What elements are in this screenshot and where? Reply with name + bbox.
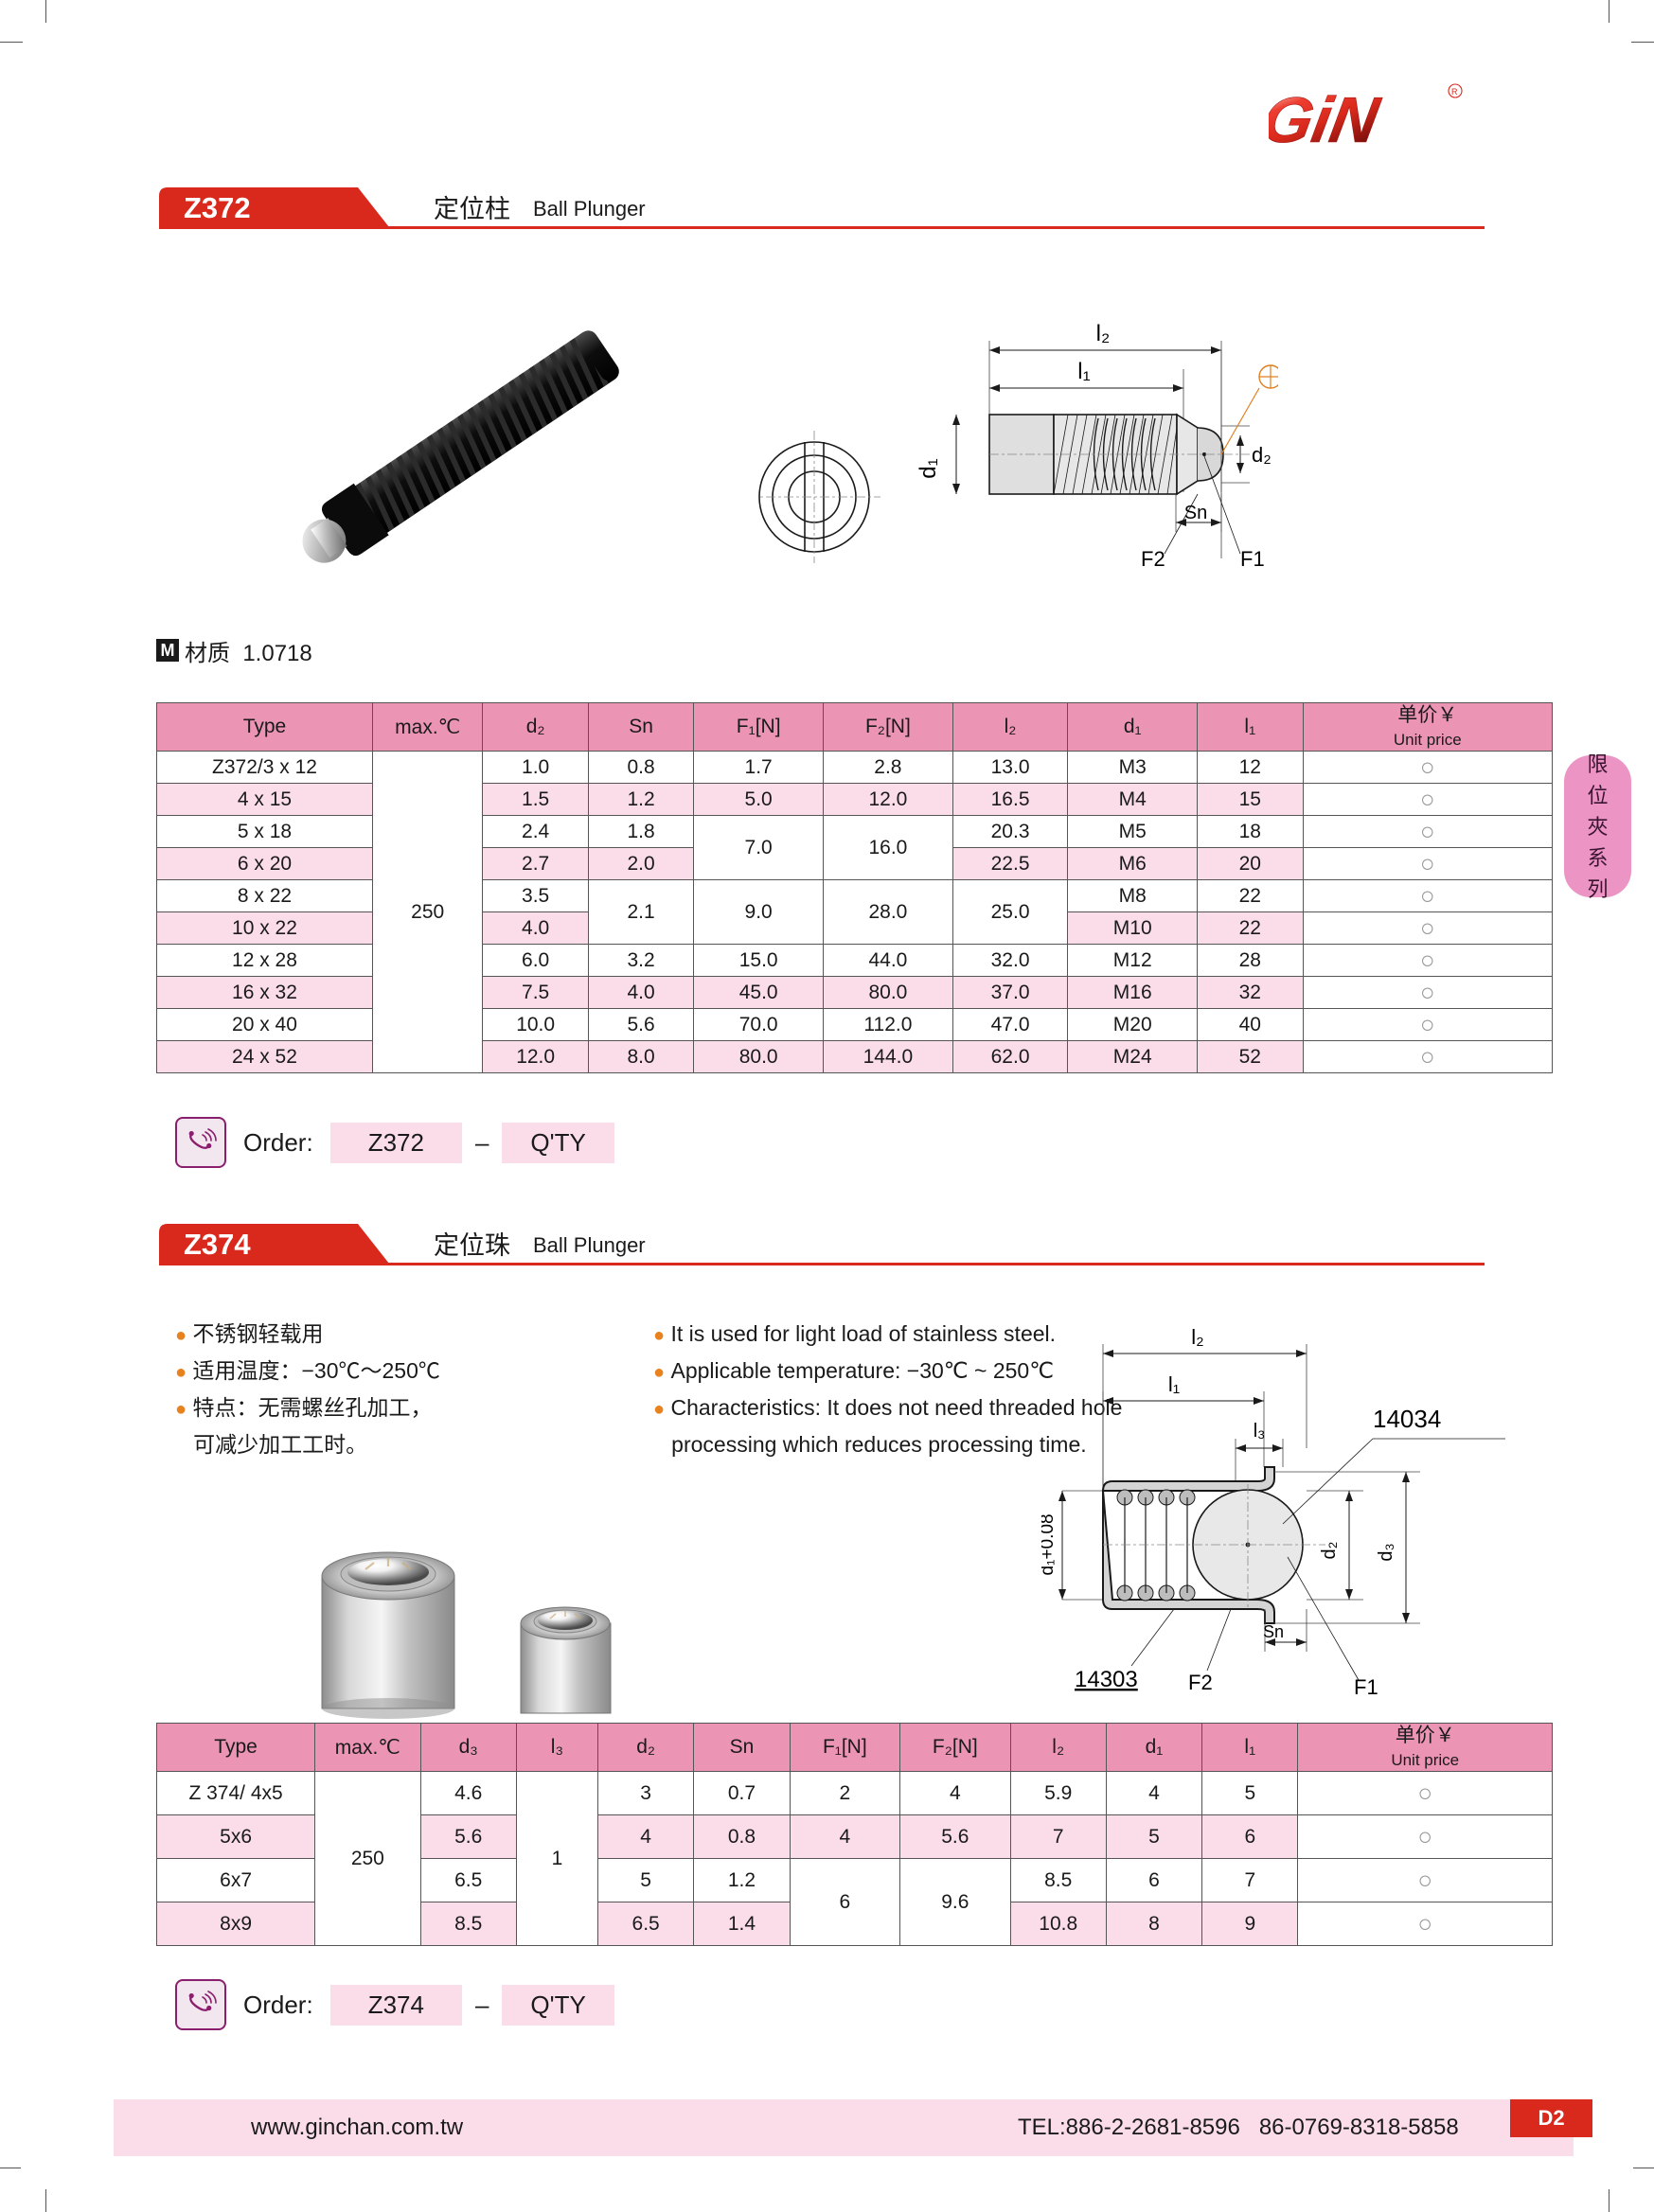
svg-text:GiN: GiN: [1269, 83, 1385, 155]
svg-text:定位珠: 定位珠: [434, 1231, 510, 1260]
svg-text:R: R: [1451, 87, 1458, 97]
svg-text:d₁+0.08: d₁+0.08: [1041, 1513, 1058, 1575]
svg-text:F2: F2: [1188, 1671, 1213, 1694]
svg-text:F1: F1: [1354, 1675, 1378, 1699]
svg-text:l₁: l₁: [1077, 359, 1090, 384]
svg-text:d₁: d₁: [916, 458, 941, 478]
svg-text:l₁: l₁: [1168, 1372, 1180, 1396]
svg-text:Z374: Z374: [184, 1228, 251, 1261]
svg-text:d₃: d₃: [1376, 1543, 1396, 1561]
svg-text:定位柱: 定位柱: [434, 195, 510, 223]
svg-text:l₂: l₂: [1191, 1325, 1203, 1349]
svg-text:F1: F1: [1240, 547, 1265, 571]
svg-text:14034: 14034: [1373, 1405, 1441, 1433]
svg-text:Sn: Sn: [1184, 503, 1207, 523]
svg-text:14303: 14303: [1075, 1667, 1138, 1692]
svg-text:l₂: l₂: [1096, 321, 1111, 346]
svg-text:d₂: d₂: [1252, 443, 1272, 467]
svg-text:l₃: l₃: [1254, 1421, 1266, 1442]
svg-text:Ball Plunger: Ball Plunger: [533, 1233, 646, 1257]
svg-text:Z372: Z372: [184, 191, 251, 224]
svg-text:d₂: d₂: [1319, 1542, 1340, 1560]
svg-text:F2: F2: [1141, 547, 1165, 571]
svg-text:Ball Plunger: Ball Plunger: [533, 197, 646, 221]
svg-text:Sn: Sn: [1263, 1622, 1284, 1641]
